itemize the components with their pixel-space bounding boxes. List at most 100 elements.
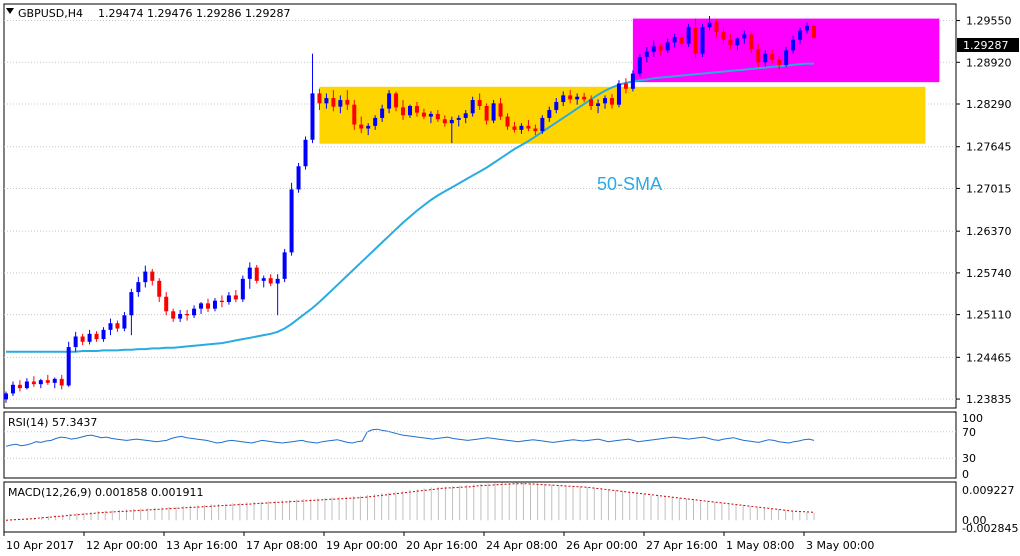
candle-body [561, 95, 566, 103]
macd-panel-frame [3, 481, 957, 533]
candle-body [456, 117, 461, 120]
candle-body [143, 271, 148, 283]
candle [686, 23, 691, 48]
candle-body [66, 347, 71, 386]
candle [324, 93, 329, 109]
candle-body [714, 22, 719, 32]
candle [401, 100, 406, 120]
candle-body [505, 116, 510, 127]
candle-body [484, 105, 489, 121]
candle-body [547, 109, 552, 118]
rsi-series [5, 428, 815, 447]
candle-body [394, 93, 399, 108]
rsi-tick-label: 70 [962, 426, 976, 439]
candle-body [693, 27, 698, 54]
sma-layer [6, 62, 814, 353]
candle-body [331, 98, 336, 107]
candle [623, 78, 628, 94]
candle [540, 115, 545, 134]
candle [38, 378, 43, 389]
price-tick-label: 1.26370 [966, 225, 1012, 238]
candle-body [644, 51, 649, 57]
candle [477, 93, 482, 110]
candle [658, 43, 663, 56]
rsi-tick-label: 30 [962, 452, 976, 465]
candle [777, 55, 782, 71]
candle [610, 94, 614, 109]
candle [157, 278, 162, 303]
candle [52, 377, 57, 389]
candle-body [568, 95, 573, 100]
candle-body [477, 100, 482, 106]
candle [366, 123, 371, 136]
candle [470, 96, 475, 117]
candle [87, 329, 92, 345]
time-tick-label: 1 May 08:00 [726, 539, 794, 552]
candle [414, 102, 419, 117]
candle-body [185, 313, 190, 316]
candle [770, 49, 775, 64]
candle [568, 90, 573, 104]
candle [456, 115, 461, 127]
candle-body [219, 300, 224, 303]
candle [596, 99, 601, 114]
candle-body [616, 83, 621, 105]
candle-body [233, 295, 238, 300]
candle-body [603, 98, 608, 104]
price-tick-label: 1.28290 [966, 98, 1012, 111]
candle-body [150, 271, 155, 281]
candle [484, 103, 489, 125]
candle [449, 116, 454, 144]
candle [763, 50, 768, 67]
candle [206, 298, 210, 312]
candle-body [226, 295, 231, 303]
price-tick-label: 1.27645 [966, 141, 1012, 154]
candle-body [212, 300, 217, 309]
candle [122, 311, 127, 332]
time-tick-label: 10 Apr 2017 [6, 539, 74, 552]
current-price-box [957, 38, 1019, 52]
candle [742, 30, 747, 44]
candle-body [359, 124, 364, 129]
candle [526, 119, 531, 132]
rsi-label: RSI(14) 57.3437 [8, 416, 97, 429]
candle-body [178, 313, 183, 319]
candle-body [798, 30, 803, 40]
candle-body [707, 22, 712, 28]
candle-body [31, 381, 36, 385]
candle-body [651, 46, 656, 52]
rsi-line [5, 428, 815, 447]
candle [805, 22, 810, 34]
candle-body [470, 100, 475, 114]
time-tick-label: 12 Apr 00:00 [86, 539, 158, 552]
candle-body [770, 53, 775, 60]
candle-body [101, 329, 106, 340]
candle-body [59, 378, 64, 386]
candle-body [665, 42, 670, 51]
candle-body [366, 125, 371, 129]
candle-body [338, 100, 343, 107]
candle-body [491, 103, 496, 121]
candle-body [87, 333, 92, 342]
candle [421, 108, 426, 120]
candle-body [582, 96, 587, 100]
candle-body [275, 278, 280, 284]
candle-body [742, 34, 747, 39]
candle-body [10, 384, 15, 394]
candle [582, 92, 587, 103]
candle-body [324, 98, 329, 104]
candle [352, 100, 357, 130]
rsi-tick-label: 100 [962, 412, 983, 425]
candle-body [38, 380, 43, 385]
candle-body [261, 278, 266, 281]
candle [275, 274, 280, 316]
candle [282, 249, 287, 283]
candle-body [749, 34, 754, 50]
candle-body [442, 119, 447, 124]
macd-tick-label: 0.009227 [962, 484, 1015, 497]
candle [101, 327, 106, 342]
candle-body [610, 98, 614, 105]
candle-body [777, 59, 782, 65]
candle [707, 15, 712, 31]
